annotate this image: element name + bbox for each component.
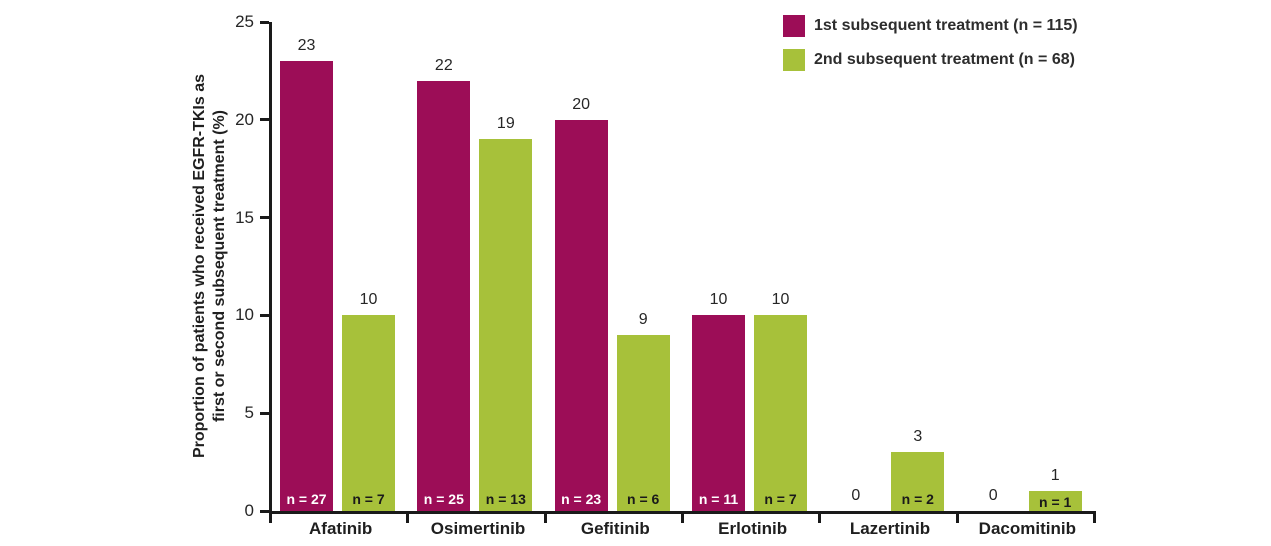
legend-label: 2nd subsequent treatment (n = 68)	[814, 51, 1075, 68]
x-axis-category-label: Gefitinib	[580, 519, 650, 538]
bar-value-label: 20	[572, 95, 591, 113]
y-axis-tick	[260, 509, 269, 513]
bar-2nd-Osimertinib	[479, 139, 533, 511]
bar-n-label: n = 7	[352, 491, 385, 507]
bar-n-label: n = 2	[901, 491, 934, 507]
bar-n-label: n = 7	[764, 491, 797, 507]
y-axis-title: Proportion of patients who received EGFR…	[190, 22, 230, 511]
bar-value-label: 9	[638, 310, 648, 328]
bar-2nd-Erlotinib	[754, 315, 807, 511]
bar-value-label: 19	[496, 115, 515, 133]
x-axis-category-label: Osimertinib	[430, 519, 526, 538]
bar-n-label: n = 23	[561, 491, 602, 507]
bar-value-label: 10	[709, 291, 728, 309]
bar-n-label: n = 25	[423, 491, 464, 507]
y-axis-tick-label: 15	[235, 207, 254, 227]
bar-n-label: n = 27	[286, 491, 327, 507]
y-axis-tick-label: 5	[244, 403, 254, 423]
bar-2nd-Lazertinib	[891, 452, 945, 511]
x-axis-tick	[269, 514, 272, 523]
bar-value-label: 1	[1050, 467, 1060, 485]
x-axis-tick	[681, 514, 684, 523]
bar-2nd-Afatinib	[342, 315, 395, 511]
bar-1st-Osimertinib	[417, 80, 471, 511]
bar-1st-Gefitinib	[554, 119, 608, 511]
bar-value-label: 0	[851, 487, 861, 504]
y-axis-tick	[260, 20, 269, 24]
x-axis-tick	[955, 514, 959, 523]
x-axis-tick	[406, 514, 410, 523]
bar-2nd-Dacomitinib	[1028, 491, 1082, 511]
y-axis-title-line1: Proportion of patients who received EGFR…	[191, 73, 208, 459]
y-axis-tick-label: 20	[235, 109, 254, 129]
y-axis-tick	[260, 118, 269, 122]
bar-n-label: n = 11	[698, 491, 739, 507]
x-axis-category-label: Lazertinib	[849, 519, 931, 538]
legend-item: 2nd subsequent treatment (n = 68)	[783, 49, 1078, 71]
y-axis-tick	[260, 411, 269, 415]
bar-n-label: n = 6	[627, 491, 660, 507]
bar-value-label: 23	[297, 37, 316, 55]
legend-swatch	[783, 49, 805, 71]
bar-value-label: 22	[434, 56, 453, 74]
bar-n-label: n = 1	[1039, 494, 1072, 510]
bar-value-label: 10	[771, 291, 790, 309]
x-axis-tick	[543, 514, 547, 523]
x-axis-tick	[818, 514, 822, 523]
x-axis-category-label: Dacomitinib	[978, 519, 1076, 538]
x-axis-category-label: Afatinib	[309, 519, 373, 538]
bar-value-label: 3	[913, 428, 923, 446]
y-axis-tick	[260, 313, 269, 317]
bar-value-label: 10	[359, 291, 378, 309]
bar-value-label: 0	[988, 487, 998, 504]
x-axis-category-label: Erlotinib	[718, 519, 788, 538]
y-axis-tick-label: 0	[244, 501, 254, 520]
y-axis-title-line2: first or second subsequent treatment (%)	[211, 109, 228, 423]
bar-2nd-Gefitinib	[616, 334, 670, 511]
y-axis-tick-label: 10	[235, 305, 254, 325]
bar-n-label: n = 13	[485, 491, 526, 507]
bar-1st-Erlotinib	[692, 315, 745, 511]
legend-item: 1st subsequent treatment (n = 115)	[783, 15, 1078, 37]
y-axis-tick	[260, 216, 269, 220]
legend-swatch	[783, 15, 805, 37]
x-axis-tick	[1093, 514, 1096, 523]
legend-label: 1st subsequent treatment (n = 115)	[814, 17, 1078, 34]
bar-1st-Afatinib	[280, 61, 333, 511]
legend: 1st subsequent treatment (n = 115) 2nd su…	[783, 15, 1078, 83]
y-axis-tick-label: 25	[235, 12, 254, 31]
